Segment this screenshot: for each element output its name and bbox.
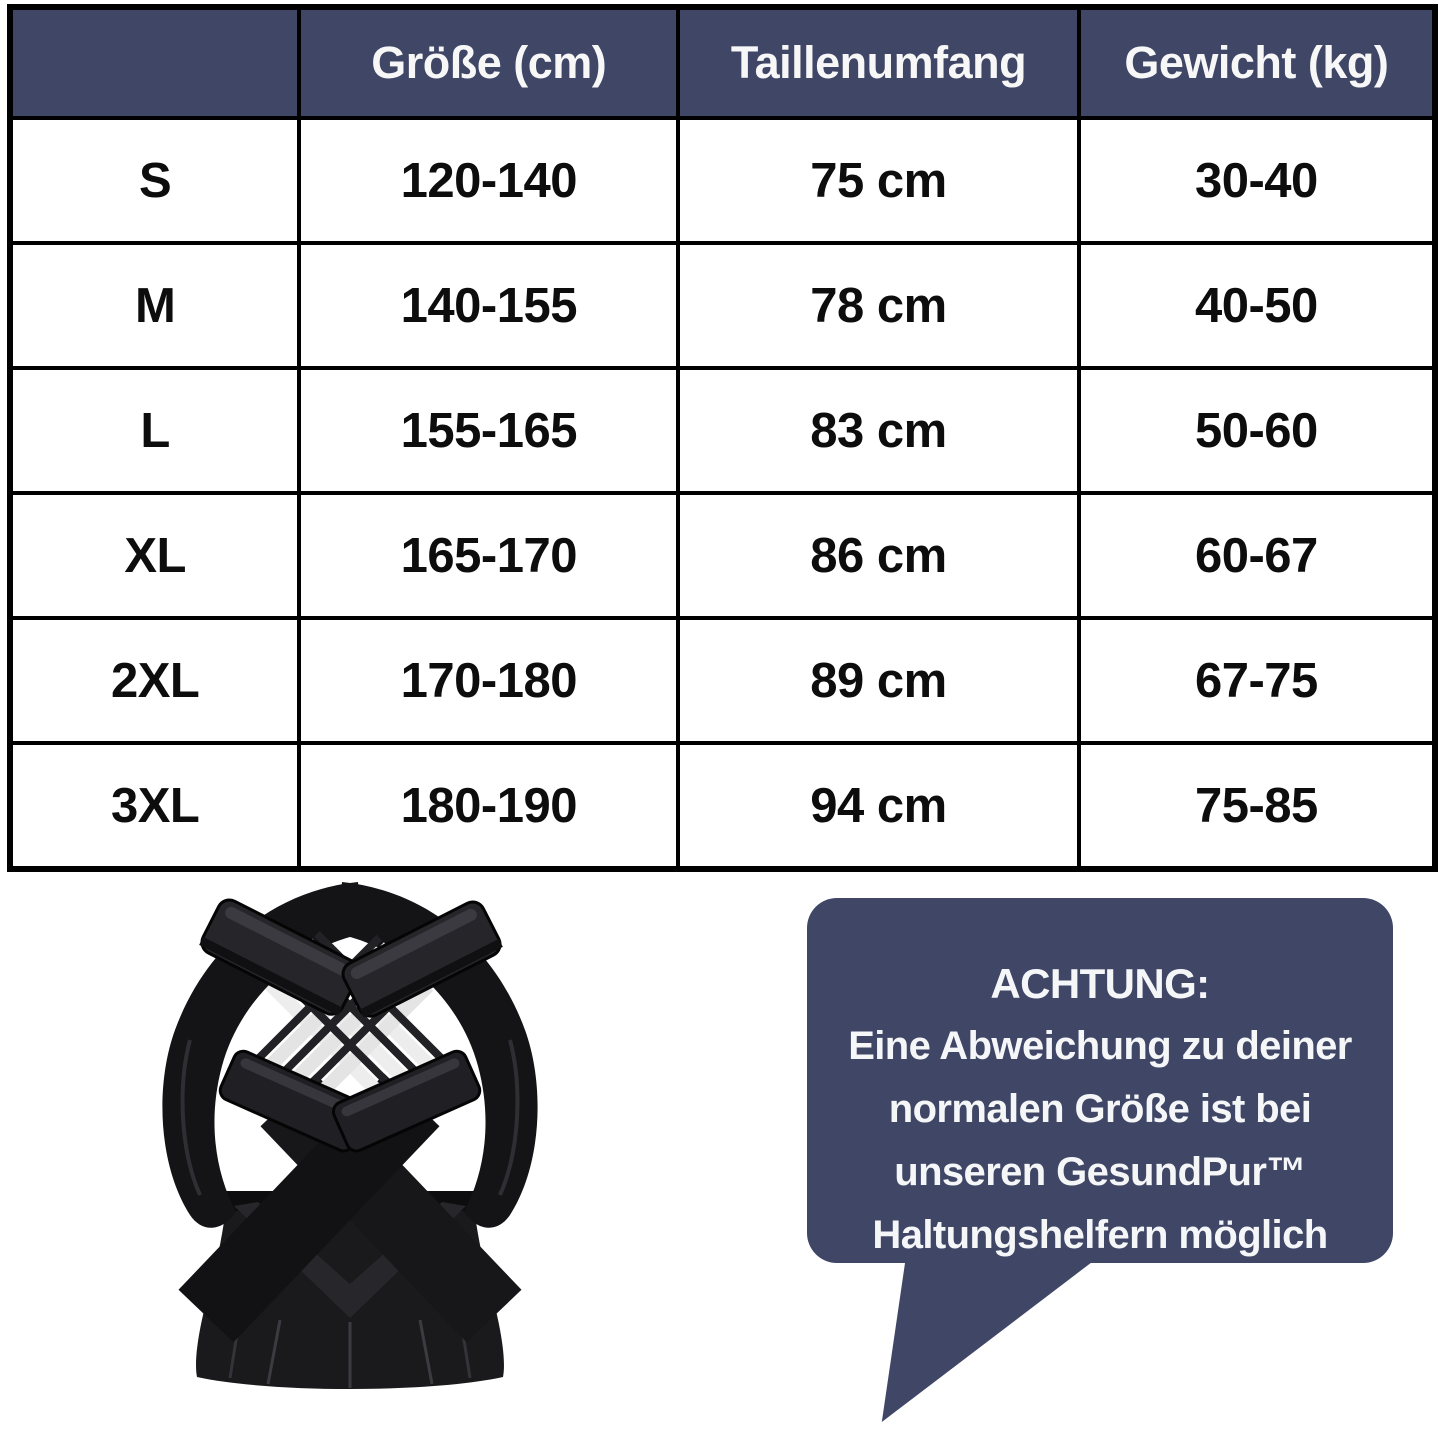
value-cell: 83 cm xyxy=(676,366,1081,495)
callout-line: Eine Abweichung zu deiner xyxy=(848,1024,1352,1068)
value-cell: 165-170 xyxy=(297,491,681,620)
table-row: XL 165-170 86 cm 60-67 xyxy=(7,491,1438,620)
size-label-cell: M xyxy=(7,241,302,370)
value-cell: 86 cm xyxy=(676,491,1081,620)
table-row: 3XL 180-190 94 cm 75-85 xyxy=(7,741,1438,871)
value-cell: 50-60 xyxy=(1076,366,1438,495)
value-cell: 170-180 xyxy=(297,616,681,745)
value-cell: 140-155 xyxy=(297,241,681,370)
value-cell: 180-190 xyxy=(297,741,681,871)
value-cell: 40-50 xyxy=(1076,241,1438,370)
table-row: L 155-165 83 cm 50-60 xyxy=(7,366,1438,495)
header-cell-taillenumfang: Taillenumfang xyxy=(676,5,1081,120)
table-row: 2XL 170-180 89 cm 67-75 xyxy=(7,616,1438,745)
size-chart-header: Größe (cm) Taillenumfang Gewicht (kg) xyxy=(7,5,1438,120)
table-row: M 140-155 78 cm 40-50 xyxy=(7,241,1438,370)
table-row: S 120-140 75 cm 30-40 xyxy=(7,116,1438,245)
callout-line: normalen Größe ist bei xyxy=(888,1087,1312,1131)
header-cell-groesse: Größe (cm) xyxy=(297,5,681,120)
speech-bubble-tail xyxy=(881,1259,1096,1422)
callout-line: unseren GesundPur™ xyxy=(894,1150,1306,1194)
value-cell: 89 cm xyxy=(676,616,1081,745)
value-cell: 75 cm xyxy=(676,116,1081,245)
header-cell-empty xyxy=(7,5,302,120)
buckle-pads xyxy=(199,898,503,1153)
value-cell: 75-85 xyxy=(1076,741,1438,871)
size-table-body: S 120-140 75 cm 30-40 M 140-155 78 cm 40-50 L 155… xyxy=(7,116,1438,871)
value-cell: 60-67 xyxy=(1076,491,1438,620)
size-label-cell: S xyxy=(7,116,302,245)
size-label-cell: L xyxy=(7,366,302,495)
value-cell: 30-40 xyxy=(1076,116,1438,245)
size-label-cell: 2XL xyxy=(7,616,302,745)
attention-callout-bubble: ACHTUNG: Eine Abweichung zu deiner normal… xyxy=(807,898,1393,1263)
posture-corrector-product-image xyxy=(162,882,538,1389)
callout-lines: Eine Abweichung zu deiner normalen Größe … xyxy=(807,1015,1393,1267)
value-cell: 67-75 xyxy=(1076,616,1438,745)
value-cell: 120-140 xyxy=(297,116,681,245)
size-label-cell: 3XL xyxy=(7,741,302,871)
shoulder-straps xyxy=(162,882,538,1228)
value-cell: 155-165 xyxy=(297,366,681,495)
value-cell: 78 cm xyxy=(676,241,1081,370)
value-cell: 94 cm xyxy=(676,741,1081,871)
header-cell-gewicht: Gewicht (kg) xyxy=(1076,5,1438,120)
header-row: Größe (cm) Taillenumfang Gewicht (kg) xyxy=(7,5,1438,120)
callout-title: ACHTUNG: xyxy=(990,960,1210,1007)
size-label-cell: XL xyxy=(7,491,302,620)
callout-line: Haltungshelfern möglich xyxy=(872,1213,1328,1257)
